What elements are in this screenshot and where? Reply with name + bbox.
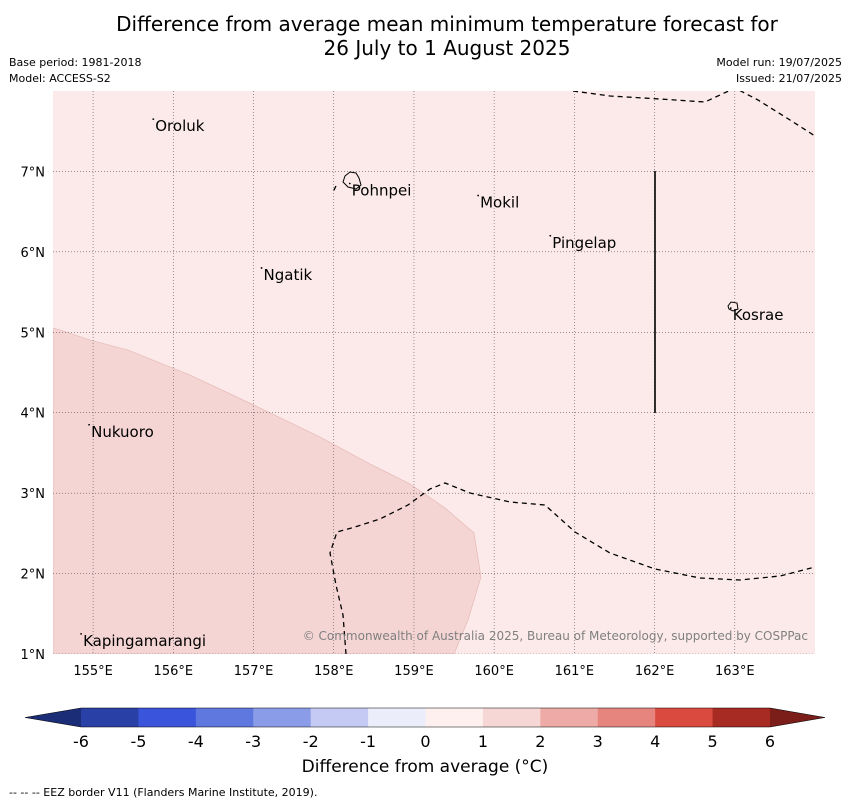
place-label: Oroluk xyxy=(155,117,204,135)
colorbar-segment xyxy=(81,708,139,727)
colorbar-segment xyxy=(540,708,599,727)
anomaly-region-1-to-2 xyxy=(53,327,482,654)
longitude-tick-labels: 155°E 156°E 157°E 158°E 159°E 160°E 161°E 162°E… xyxy=(73,664,754,679)
colorbar-segment xyxy=(310,708,369,727)
colorbar-under-arrow xyxy=(25,708,81,727)
latitude-tick-label: 3°N xyxy=(21,487,46,502)
colorbar-tick-label: -3 xyxy=(245,732,261,751)
meta-left: Base period: 1981-2018 Model: ACCESS-S2 xyxy=(9,55,141,87)
colorbar-tick-label: 0 xyxy=(420,732,430,751)
eez-border-north xyxy=(572,91,815,137)
place-label: Nukuoro xyxy=(91,423,154,441)
latitude-tick-label: 7°N xyxy=(21,165,46,180)
colorbar-tick-label: 2 xyxy=(535,732,545,751)
place-marker xyxy=(348,182,351,185)
colorbar-tick-label: 4 xyxy=(650,732,660,751)
colorbar-segment xyxy=(253,708,312,727)
latitude-tick-label: 6°N xyxy=(21,246,46,261)
longitude-tick-label: 156°E xyxy=(154,664,194,679)
colorbar-segment xyxy=(425,708,484,727)
colorbar xyxy=(24,707,826,728)
place-label: Mokil xyxy=(480,194,519,212)
longitude-tick-label: 160°E xyxy=(474,664,514,679)
longitude-tick-label: 161°E xyxy=(555,664,595,679)
colorbar-tick-label: 3 xyxy=(593,732,603,751)
colorbar-tick-label: -2 xyxy=(303,732,319,751)
longitude-tick-label: 155°E xyxy=(73,664,113,679)
meta-right: Model run: 19/07/2025 Issued: 21/07/2025 xyxy=(716,55,842,87)
title-line-2: 26 July to 1 August 2025 xyxy=(323,36,571,60)
colorbar-segment xyxy=(655,708,714,727)
place-label: Kapingamarangi xyxy=(83,632,206,650)
colorbar-segment xyxy=(195,708,254,727)
latitude-tick-label: 1°N xyxy=(21,648,46,663)
place-labels: Oroluk Pohnpei Mokil Pingelap Ngatik Kosrae Nu… xyxy=(80,117,783,650)
place-label: Ngatik xyxy=(264,266,313,284)
eez-border-south xyxy=(329,482,815,654)
longitude-tick-label: 157°E xyxy=(234,664,274,679)
place-marker xyxy=(152,118,155,121)
colorbar-tick-label: -1 xyxy=(360,732,376,751)
latitude-tick-label: 4°N xyxy=(21,407,46,422)
colorbar-outline xyxy=(24,707,826,728)
colorbar-tick-label: -4 xyxy=(188,732,204,751)
eez-border-fragment xyxy=(332,185,337,193)
place-marker xyxy=(88,423,90,426)
place-marker xyxy=(80,632,82,635)
map-title: Difference from average mean minimum tem… xyxy=(0,12,850,60)
copyright-text: © Commonwealth of Australia 2025, Bureau… xyxy=(303,629,808,643)
place-marker xyxy=(260,267,263,269)
colorbar-tick-label: -5 xyxy=(130,732,146,751)
graticule xyxy=(53,91,815,654)
model-run: Model run: 19/07/2025 xyxy=(716,56,842,69)
colorbar-tick-label: -6 xyxy=(73,732,89,751)
place-marker xyxy=(549,234,552,237)
latitude-tick-label: 2°N xyxy=(21,568,46,583)
place-marker xyxy=(477,194,480,197)
colorbar-over-arrow xyxy=(770,708,825,727)
colorbar-tick-label: 6 xyxy=(765,732,775,751)
longitude-tick-label: 163°E xyxy=(715,664,755,679)
place-label: Pingelap xyxy=(552,234,616,252)
colorbar-label: Difference from average (°C) xyxy=(301,757,549,777)
colorbar-segment xyxy=(482,708,541,727)
title-line-1: Difference from average mean minimum tem… xyxy=(116,12,778,36)
model-name: Model: ACCESS-S2 xyxy=(9,72,111,85)
colorbar-segment xyxy=(138,708,197,727)
colorbar-tick-label: 5 xyxy=(707,732,717,751)
eez-borders xyxy=(329,91,815,654)
latitude-tick-label: 5°N xyxy=(21,326,46,341)
longitude-tick-label: 162°E xyxy=(635,664,675,679)
place-label: Pohnpei xyxy=(352,181,412,199)
colorbar-tick-label: 1 xyxy=(478,732,488,751)
colorbar-segment xyxy=(368,708,426,727)
colorbar-segment xyxy=(597,708,656,727)
colorbar-segment xyxy=(712,708,771,727)
longitude-tick-label: 158°E xyxy=(314,664,354,679)
issued-date: Issued: 21/07/2025 xyxy=(735,72,842,85)
place-label: Kosrae xyxy=(733,306,784,324)
longitude-tick-label: 159°E xyxy=(394,664,434,679)
colorbar-tick-labels: -6 -5 -4 -3 -2 -1 0 1 2 3 4 5 6 xyxy=(73,732,775,751)
pohnpei-island xyxy=(342,171,362,190)
base-period: Base period: 1981-2018 xyxy=(9,56,142,69)
place-marker xyxy=(729,307,732,310)
latitude-tick-labels: 1°N 2°N 3°N 4°N 5°N 6°N 7°N xyxy=(21,165,46,663)
footnote: -- -- -- EEZ border V11 (Flanders Marine… xyxy=(9,786,318,799)
